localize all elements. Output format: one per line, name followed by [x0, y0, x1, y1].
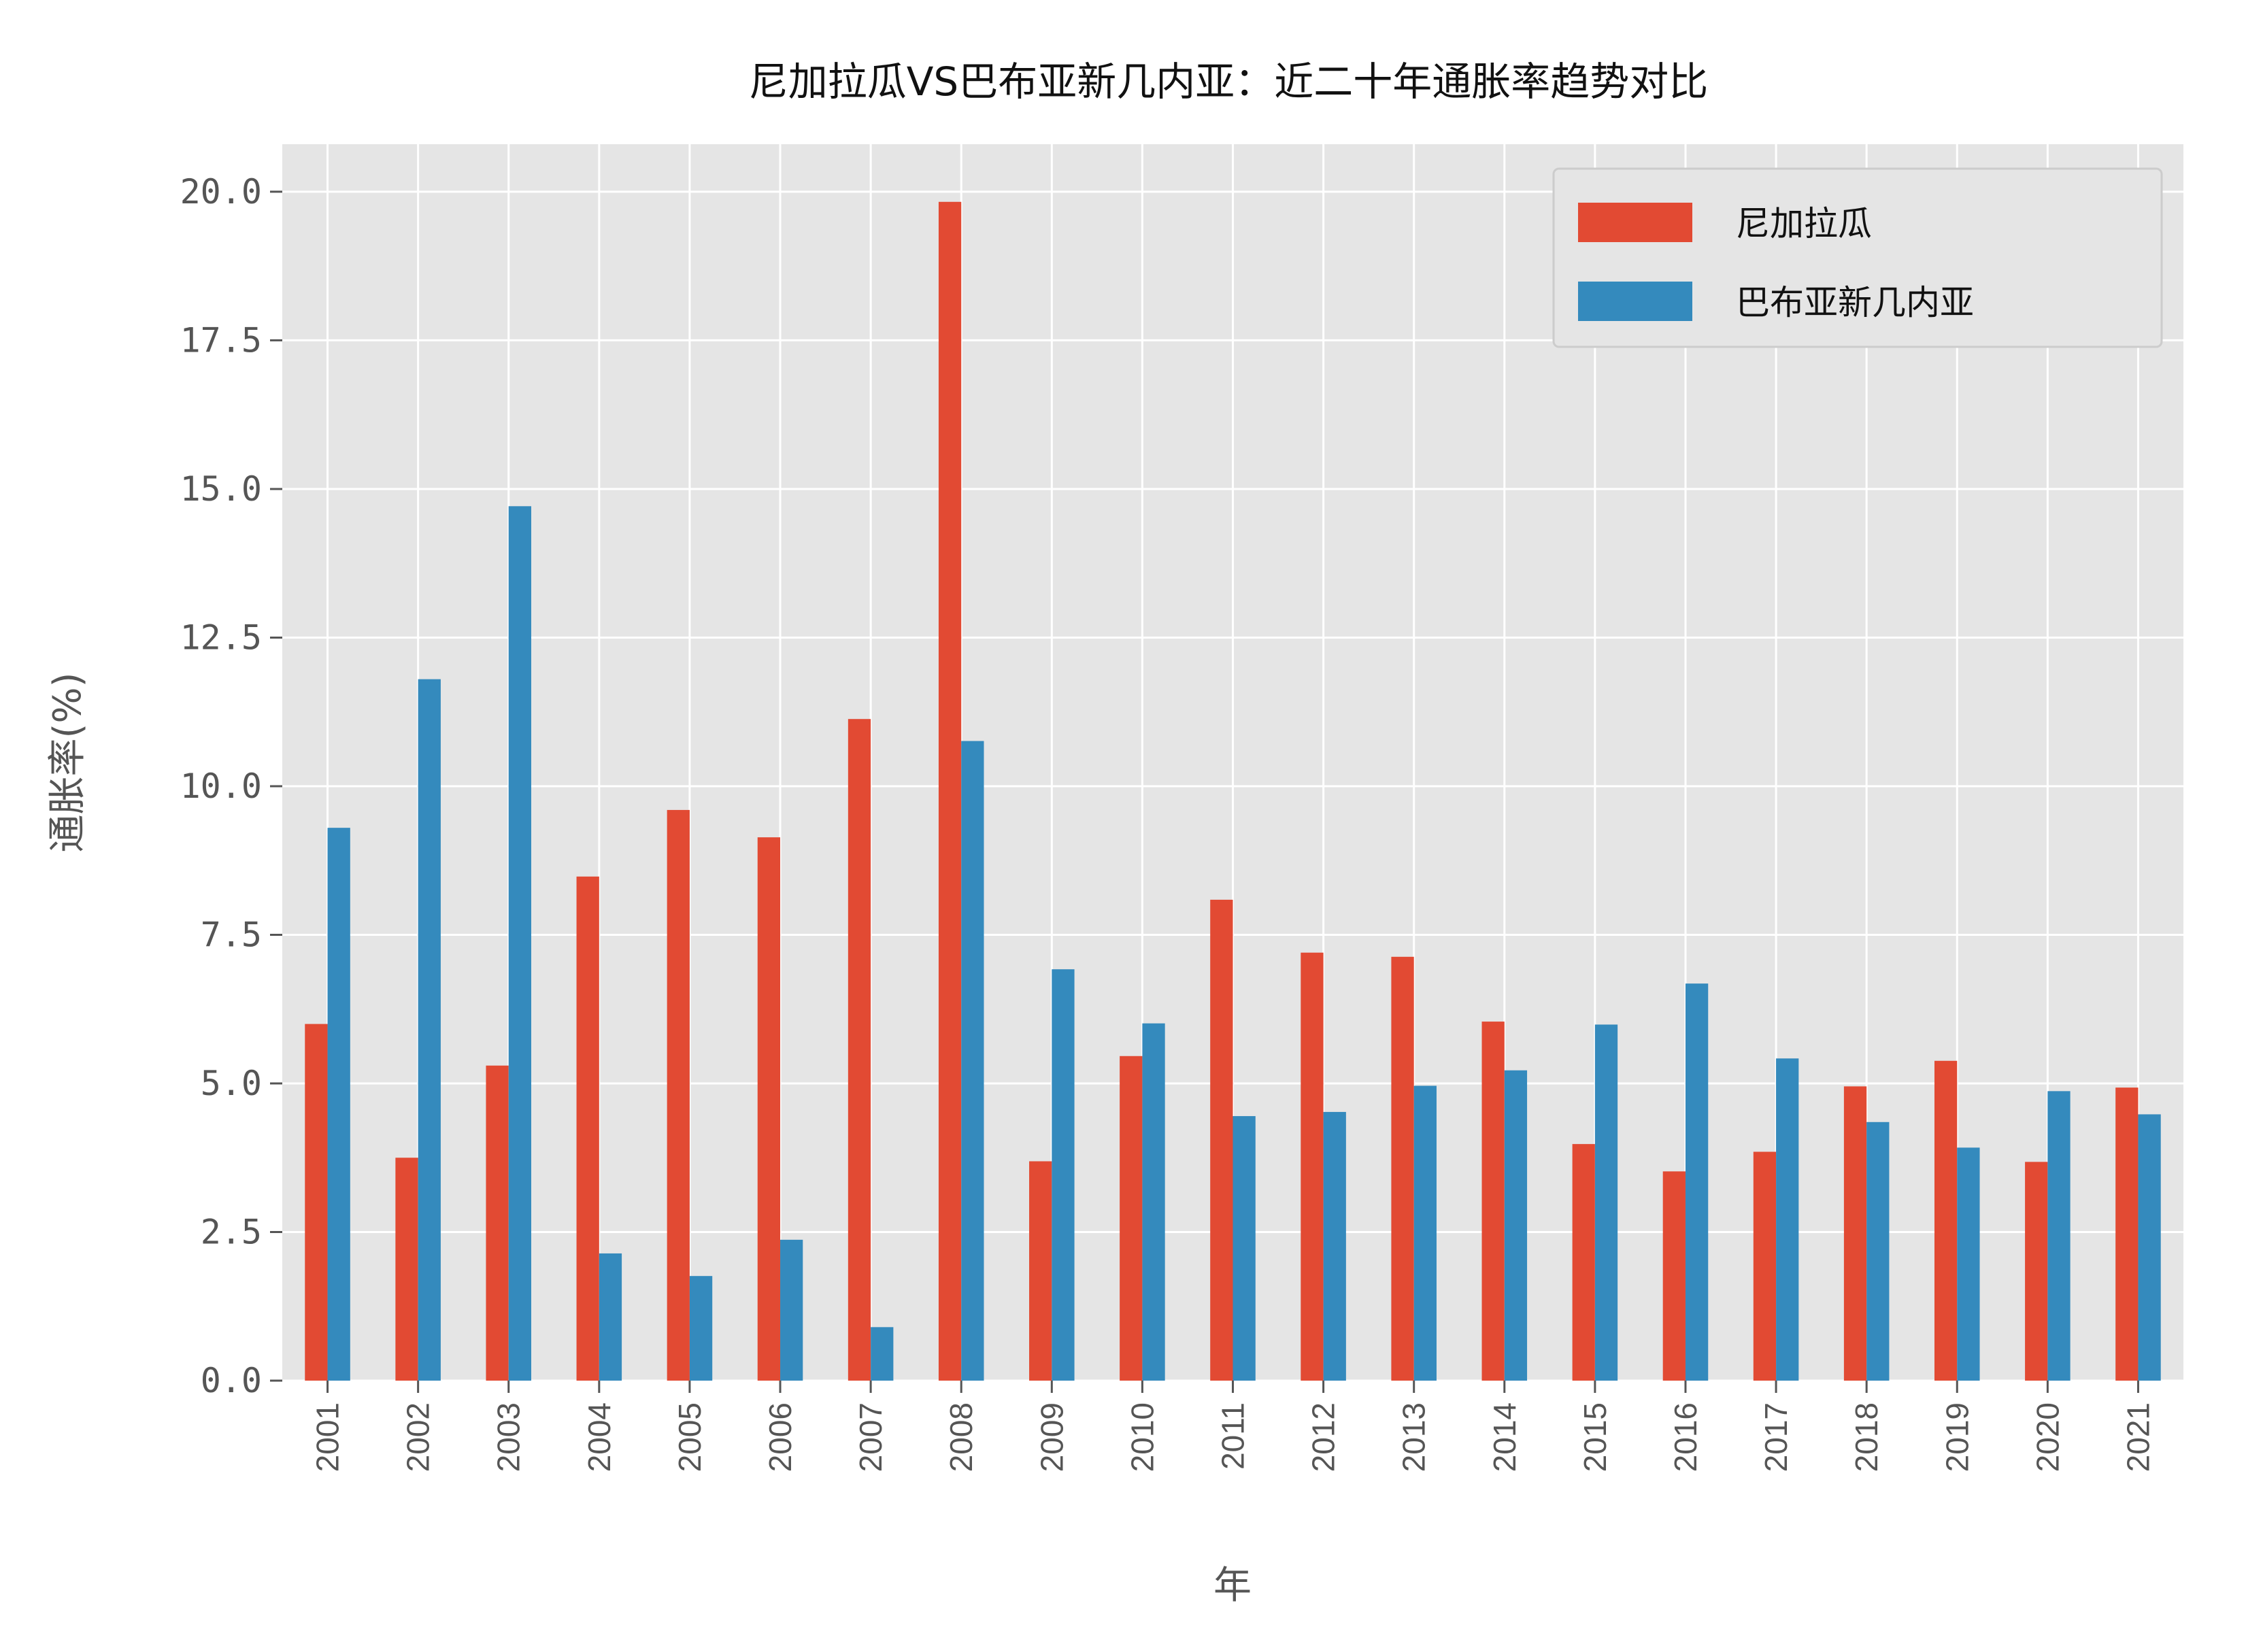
bar-nicaragua-2003	[486, 1065, 509, 1381]
x-tick-label: 2013	[1396, 1402, 1432, 1472]
y-tick-label: 15.0	[180, 469, 262, 509]
legend-swatch	[1578, 203, 1692, 242]
y-tick-label: 0.0	[201, 1361, 262, 1400]
y-axis: 0.0 2.5 5.0 7.5 10.0 12.5 15.0 17.5 20.0	[180, 172, 282, 1400]
x-tick-label: 2016	[1668, 1402, 1703, 1472]
bar-png-2003	[508, 506, 532, 1381]
bar-nicaragua-2007	[848, 719, 871, 1381]
y-tick-label: 7.5	[201, 915, 262, 954]
legend-box	[1552, 167, 2163, 348]
bar-png-2002	[418, 679, 441, 1381]
bar-nicaragua-2021	[2115, 1088, 2139, 1381]
bar-png-2006	[780, 1239, 803, 1381]
y-axis-label: 通胀率(%)	[46, 673, 90, 853]
bar-nicaragua-2016	[1662, 1171, 1686, 1381]
bar-png-2021	[2138, 1114, 2161, 1381]
bar-png-2013	[1413, 1085, 1437, 1381]
bar-png-2020	[2047, 1091, 2071, 1381]
x-tick-label: 2002	[401, 1402, 436, 1472]
y-tick-label: 10.0	[180, 766, 262, 806]
x-tick-label: 2010	[1124, 1402, 1160, 1472]
bar-png-2004	[599, 1253, 622, 1381]
bar-nicaragua-2001	[305, 1024, 328, 1381]
bar-nicaragua-2018	[1843, 1086, 1867, 1381]
bar-png-2007	[871, 1327, 894, 1381]
x-tick-label: 2008	[943, 1402, 979, 1472]
y-tick-label: 20.0	[180, 172, 262, 212]
x-tick-label: 2018	[1849, 1402, 1884, 1472]
bar-nicaragua-2006	[757, 837, 781, 1381]
x-axis-label: 年	[1213, 1564, 1252, 1608]
bar-nicaragua-2013	[1391, 956, 1414, 1381]
bar-png-2014	[1504, 1070, 1528, 1381]
bar-nicaragua-2017	[1753, 1151, 1777, 1381]
bar-png-2012	[1323, 1111, 1346, 1381]
x-tick-label: 2015	[1577, 1402, 1613, 1472]
legend-label: 巴布亚新几内亚	[1736, 283, 1974, 322]
chart-title: 尼加拉瓜VS巴布亚新几内亚：近二十年通胀率趋势对比	[749, 58, 1709, 105]
bar-nicaragua-2004	[576, 876, 599, 1381]
bar-nicaragua-2014	[1481, 1022, 1505, 1381]
x-tick-label: 2011	[1216, 1402, 1251, 1470]
x-tick-label: 2020	[2030, 1402, 2065, 1472]
bar-png-2018	[1866, 1122, 1890, 1381]
legend-swatch	[1578, 282, 1692, 321]
bar-nicaragua-2010	[1120, 1056, 1143, 1381]
x-tick-label: 2003	[491, 1402, 526, 1472]
bar-png-2017	[1776, 1058, 1799, 1381]
bar-nicaragua-2012	[1301, 952, 1324, 1381]
x-tick-label: 2021	[2120, 1402, 2156, 1472]
x-tick-label: 2005	[672, 1402, 707, 1472]
x-tick-label: 2014	[1487, 1402, 1522, 1472]
bar-png-2005	[689, 1276, 713, 1381]
y-tick-label: 5.0	[201, 1064, 262, 1103]
bar-nicaragua-2020	[2025, 1162, 2048, 1381]
legend-label: 尼加拉瓜	[1736, 204, 1872, 243]
x-tick-label: 2019	[1939, 1402, 1975, 1472]
bar-png-2010	[1142, 1023, 1165, 1381]
x-axis: 2001 2002 2003 2004 2005 2006 2007 2008 2009 2010…	[310, 1381, 2156, 1472]
bar-nicaragua-2015	[1572, 1144, 1595, 1381]
bar-nicaragua-2019	[1934, 1060, 1958, 1381]
x-tick-label: 2012	[1306, 1402, 1341, 1472]
bar-png-2015	[1594, 1024, 1618, 1381]
x-tick-label: 2001	[310, 1402, 346, 1472]
y-tick-label: 2.5	[201, 1212, 262, 1251]
bar-nicaragua-2008	[938, 201, 962, 1381]
bar-nicaragua-2002	[395, 1158, 418, 1381]
x-tick-label: 2004	[582, 1402, 617, 1472]
bar-png-2001	[327, 828, 350, 1381]
y-tick-label: 17.5	[180, 320, 262, 360]
bars	[305, 201, 2161, 1381]
bar-png-2008	[961, 741, 984, 1381]
x-tick-label: 2009	[1034, 1402, 1069, 1472]
bar-png-2009	[1052, 969, 1075, 1381]
bar-png-2019	[1957, 1147, 1980, 1381]
bar-nicaragua-2005	[667, 809, 690, 1381]
x-tick-label: 2007	[853, 1402, 888, 1472]
x-tick-label: 2017	[1758, 1402, 1794, 1472]
bar-png-2016	[1685, 983, 1709, 1381]
bar-png-2011	[1233, 1116, 1256, 1381]
y-tick-label: 12.5	[180, 618, 262, 657]
bar-nicaragua-2009	[1029, 1161, 1052, 1381]
x-tick-label: 2006	[762, 1402, 798, 1472]
bar-nicaragua-2011	[1210, 899, 1233, 1381]
